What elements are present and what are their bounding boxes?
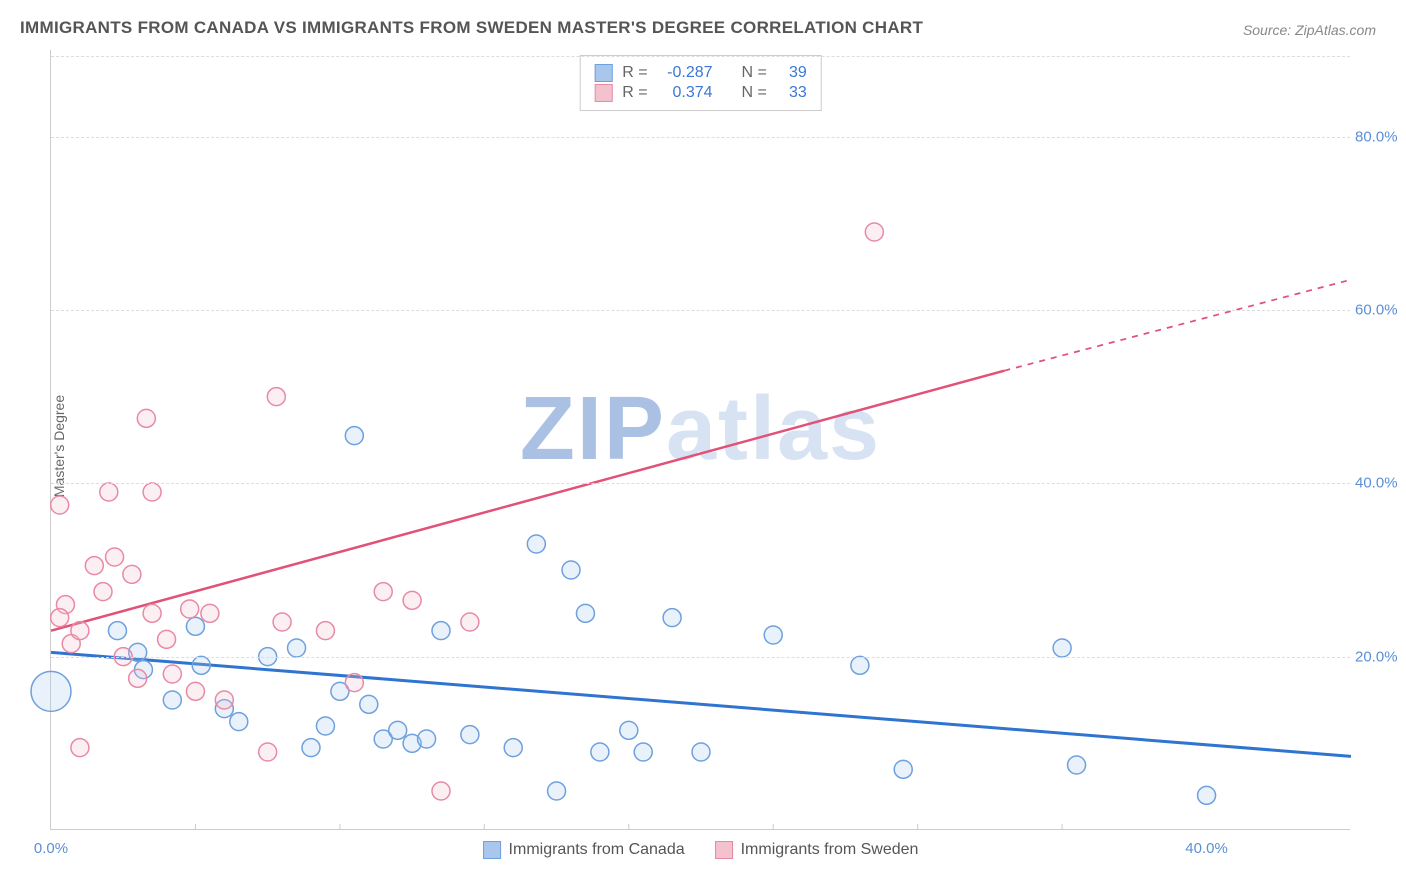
data-point bbox=[374, 583, 392, 601]
data-point bbox=[259, 743, 277, 761]
data-point bbox=[163, 691, 181, 709]
x-tick-label: 40.0% bbox=[1185, 840, 1228, 857]
series-legend: Immigrants from Canada Immigrants from Sw… bbox=[483, 841, 919, 859]
data-point bbox=[51, 609, 69, 627]
data-point bbox=[591, 743, 609, 761]
data-point bbox=[143, 604, 161, 622]
data-point bbox=[71, 739, 89, 757]
legend-swatch bbox=[483, 841, 501, 859]
data-point bbox=[461, 613, 479, 631]
data-point bbox=[302, 739, 320, 757]
data-point bbox=[1198, 786, 1216, 804]
legend-r-value: -0.287 bbox=[658, 64, 713, 82]
data-point bbox=[288, 639, 306, 657]
data-point bbox=[158, 630, 176, 648]
y-tick-label: 60.0% bbox=[1355, 302, 1406, 319]
legend-n-label: N = bbox=[741, 64, 766, 82]
legend-swatch bbox=[594, 84, 612, 102]
data-point bbox=[634, 743, 652, 761]
legend-r-label: R = bbox=[622, 64, 647, 82]
data-point bbox=[360, 695, 378, 713]
data-point bbox=[1053, 639, 1071, 657]
data-point bbox=[143, 483, 161, 501]
data-point bbox=[527, 535, 545, 553]
data-point bbox=[316, 622, 334, 640]
y-tick-label: 20.0% bbox=[1355, 648, 1406, 665]
data-point bbox=[215, 691, 233, 709]
data-point bbox=[71, 622, 89, 640]
data-point bbox=[186, 682, 204, 700]
data-point bbox=[894, 760, 912, 778]
data-point bbox=[548, 782, 566, 800]
data-point bbox=[186, 617, 204, 635]
data-point bbox=[100, 483, 118, 501]
legend-r-value: 0.374 bbox=[658, 84, 713, 102]
legend-n-label: N = bbox=[741, 84, 766, 102]
data-point bbox=[106, 548, 124, 566]
legend-stat-row: R = 0.374 N = 33 bbox=[594, 84, 807, 102]
data-point bbox=[137, 409, 155, 427]
data-point bbox=[108, 622, 126, 640]
data-point bbox=[432, 782, 450, 800]
legend-swatch bbox=[594, 64, 612, 82]
data-point bbox=[230, 713, 248, 731]
gridline-h bbox=[51, 483, 1350, 484]
y-tick-label: 40.0% bbox=[1355, 475, 1406, 492]
data-point bbox=[764, 626, 782, 644]
data-point bbox=[345, 674, 363, 692]
legend-swatch bbox=[715, 841, 733, 859]
data-point bbox=[663, 609, 681, 627]
gridline-h bbox=[51, 310, 1350, 311]
data-point bbox=[851, 656, 869, 674]
correlation-legend: R = -0.287 N = 39 R = 0.374 N = 33 bbox=[579, 55, 822, 111]
data-point bbox=[403, 591, 421, 609]
data-point bbox=[576, 604, 594, 622]
trend-line bbox=[51, 652, 1351, 756]
y-tick-label: 80.0% bbox=[1355, 128, 1406, 145]
legend-n-value: 39 bbox=[777, 64, 807, 82]
gridline-h bbox=[51, 657, 1350, 658]
data-point bbox=[94, 583, 112, 601]
data-point bbox=[418, 730, 436, 748]
gridline-h bbox=[51, 56, 1350, 57]
data-point bbox=[389, 721, 407, 739]
chart-container: IMMIGRANTS FROM CANADA VS IMMIGRANTS FRO… bbox=[0, 0, 1406, 892]
legend-r-label: R = bbox=[622, 84, 647, 102]
data-point bbox=[865, 223, 883, 241]
data-point bbox=[432, 622, 450, 640]
chart-svg bbox=[51, 50, 1350, 829]
legend-item: Immigrants from Sweden bbox=[715, 841, 919, 859]
gridline-h bbox=[51, 137, 1350, 138]
source-attribution: Source: ZipAtlas.com bbox=[1243, 22, 1376, 38]
data-point bbox=[129, 669, 147, 687]
data-point bbox=[1068, 756, 1086, 774]
data-point bbox=[192, 656, 210, 674]
data-point bbox=[267, 388, 285, 406]
data-point bbox=[461, 726, 479, 744]
data-point bbox=[504, 739, 522, 757]
data-point bbox=[620, 721, 638, 739]
data-point bbox=[85, 557, 103, 575]
data-point bbox=[273, 613, 291, 631]
chart-title: IMMIGRANTS FROM CANADA VS IMMIGRANTS FRO… bbox=[20, 18, 923, 38]
trend-line bbox=[51, 371, 1004, 631]
data-point bbox=[562, 561, 580, 579]
data-point bbox=[123, 565, 141, 583]
data-point bbox=[181, 600, 199, 618]
trend-line-dashed bbox=[1004, 280, 1351, 371]
data-point bbox=[163, 665, 181, 683]
legend-stat-row: R = -0.287 N = 39 bbox=[594, 64, 807, 82]
x-tick-label: 0.0% bbox=[34, 840, 68, 857]
data-point bbox=[692, 743, 710, 761]
data-point bbox=[51, 496, 69, 514]
legend-item: Immigrants from Canada bbox=[483, 841, 685, 859]
legend-n-value: 33 bbox=[777, 84, 807, 102]
legend-label: Immigrants from Sweden bbox=[741, 841, 919, 859]
legend-label: Immigrants from Canada bbox=[509, 841, 685, 859]
data-point bbox=[345, 427, 363, 445]
plot-area: ZIPatlas R =-0.287 N =39R =0.374 N =33 I… bbox=[50, 50, 1350, 830]
data-point bbox=[201, 604, 219, 622]
data-point bbox=[31, 671, 71, 711]
data-point bbox=[316, 717, 334, 735]
